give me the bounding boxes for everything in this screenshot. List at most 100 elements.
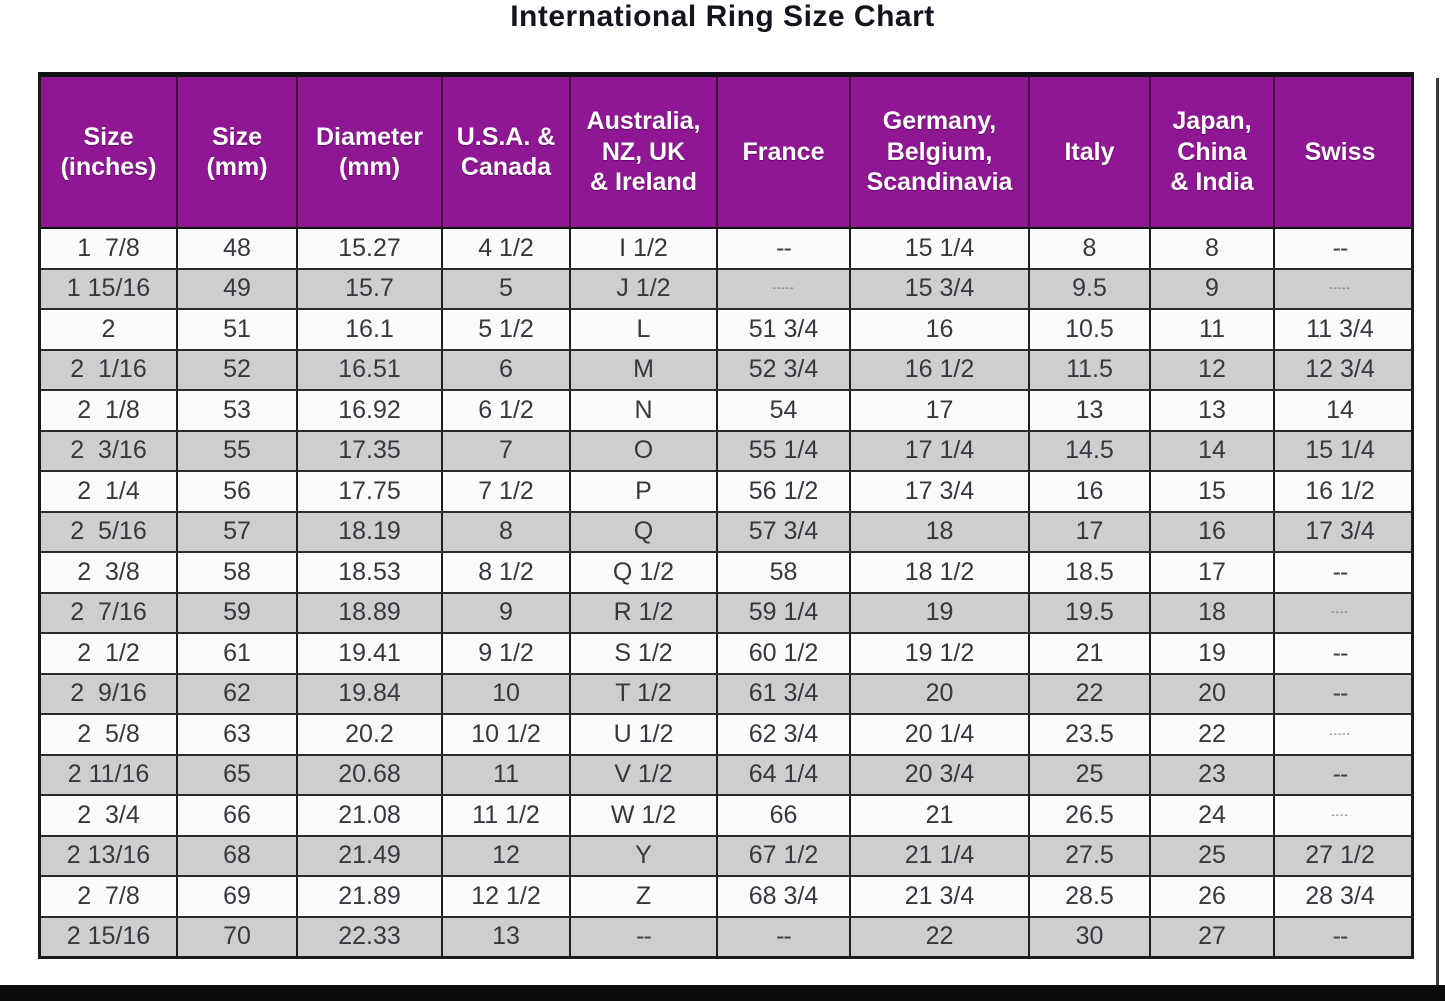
table-row: 2 3/4 66 21.08 11 1/2 W 1/2 66 21 26.5 24 ---- <box>41 796 1411 837</box>
table-cell: 51 <box>178 310 298 349</box>
table-cell: 15.27 <box>298 229 443 268</box>
column-header: Size (mm) <box>178 77 298 227</box>
table-cell: Q <box>571 512 718 551</box>
table-cell: 67 1/2 <box>718 836 851 875</box>
table-cell: 57 3/4 <box>718 512 851 551</box>
table-cell: 52 <box>178 350 298 389</box>
table-cell: 25 <box>1030 755 1151 794</box>
column-header: Germany, Belgium, Scandinavia <box>851 77 1030 227</box>
table-cell: 21.89 <box>298 877 443 916</box>
table-cell: 18.5 <box>1030 553 1151 592</box>
table-cell: 15 3/4 <box>851 269 1030 308</box>
table-cell: 14 <box>1326 395 1354 424</box>
table-row: 2 5/8 63 20.2 10 1/2 U 1/2 62 3/4 20 1/4 23.5 22… <box>41 715 1411 756</box>
table-cell: 12 3/4 <box>1305 355 1375 384</box>
table-cell: 62 3/4 <box>718 715 851 754</box>
table-cell: T 1/2 <box>571 674 718 713</box>
table-cell: 13 <box>443 917 571 956</box>
table-cell: 20 <box>851 674 1030 713</box>
table-row: 1 15/16 49 15.7 5 J 1/2 ----- 15 3/4 9.5 9 ----- <box>41 269 1411 310</box>
table-cell: 8 1/2 <box>443 553 571 592</box>
column-header: Diameter (mm) <box>298 77 443 227</box>
table-cell: -- <box>1332 679 1349 708</box>
table-cell: 17.75 <box>298 472 443 511</box>
column-header: Size (inches) <box>41 77 178 227</box>
table-cell: I 1/2 <box>571 229 718 268</box>
table-cell: ---- <box>1331 809 1349 821</box>
table-cell: L <box>571 310 718 349</box>
ring-size-table: Size (inches) Size (mm) Diameter (mm) U.S.A… <box>38 72 1414 959</box>
table-cell: 23 <box>1151 755 1275 794</box>
table-cell: 17 1/4 <box>851 431 1030 470</box>
table-cell: 4 1/2 <box>443 229 571 268</box>
table-row: 2 7/8 69 21.89 12 1/2 Z 68 3/4 21 3/4 28.5 26 28 … <box>41 877 1411 918</box>
page-title: International Ring Size Chart <box>510 0 935 33</box>
table-cell: 11 <box>443 755 571 794</box>
table-cell: N <box>571 391 718 430</box>
table-cell: 22.33 <box>298 917 443 956</box>
table-cell: O <box>571 431 718 470</box>
table-row: 2 1/8 53 16.92 6 1/2 N 54 17 13 13 14 <box>41 391 1411 432</box>
table-cell: 16 <box>851 310 1030 349</box>
bottom-bar <box>0 985 1445 1001</box>
table-cell: 7 1/2 <box>443 472 571 511</box>
table-cell: 70 <box>178 917 298 956</box>
table-cell: 27.5 <box>1030 836 1151 875</box>
table-cell: 68 3/4 <box>718 877 851 916</box>
table-row: 2 13/16 68 21.49 12 Y 67 1/2 21 1/4 27.5 25 27 1/… <box>41 836 1411 877</box>
table-cell: 13 <box>1151 391 1275 430</box>
table-cell: 23.5 <box>1030 715 1151 754</box>
table-cell: 5 1/2 <box>443 310 571 349</box>
table-cell: 21.08 <box>298 796 443 835</box>
table-cell: S 1/2 <box>571 634 718 673</box>
table-cell: 2 1/16 <box>41 350 178 389</box>
table-row: 2 11/16 65 20.68 11 V 1/2 64 1/4 20 3/4 25 23 -- <box>41 755 1411 796</box>
table-cell: 19 <box>1151 634 1275 673</box>
table-cell: 10 1/2 <box>443 715 571 754</box>
table-cell: 11 <box>1151 310 1275 349</box>
table-cell: R 1/2 <box>571 593 718 632</box>
table-row: 2 15/16 70 22.33 13 -- -- 22 30 27 -- <box>41 917 1411 956</box>
table-cell: 2 9/16 <box>41 674 178 713</box>
table-cell: 49 <box>178 269 298 308</box>
column-header: Italy <box>1030 77 1151 227</box>
table-cell: -- <box>1332 233 1349 262</box>
table-cell: 1 7/8 <box>41 229 178 268</box>
table-cell: Q 1/2 <box>571 553 718 592</box>
column-header: Swiss <box>1304 137 1376 166</box>
table-cell: J 1/2 <box>571 269 718 308</box>
table-cell: 53 <box>178 391 298 430</box>
table-cell: 21 <box>851 796 1030 835</box>
column-header: Japan, China & India <box>1151 77 1275 227</box>
table-cell: 20 <box>1151 674 1275 713</box>
table-cell: -- <box>718 229 851 268</box>
table-cell: 16 <box>1030 472 1151 511</box>
table-cell: 16.1 <box>298 310 443 349</box>
table-cell: 15 1/4 <box>1305 436 1375 465</box>
table-cell: 17.35 <box>298 431 443 470</box>
table-cell: 21 3/4 <box>851 877 1030 916</box>
table-cell: 6 <box>443 350 571 389</box>
table-cell: 11 3/4 <box>1306 314 1374 343</box>
table-cell: 22 <box>1030 674 1151 713</box>
table-cell: 58 <box>718 553 851 592</box>
table-cell: 9 1/2 <box>443 634 571 673</box>
table-cell: 8 <box>443 512 571 551</box>
table-cell: 8 <box>1030 229 1151 268</box>
table-row: 2 1/2 61 19.41 9 1/2 S 1/2 60 1/2 19 1/2 21 19 -- <box>41 634 1411 675</box>
table-cell: 2 11/16 <box>41 755 178 794</box>
table-row: 2 1/4 56 17.75 7 1/2 P 56 1/2 17 3/4 16 15 16 1/2 <box>41 472 1411 513</box>
table-cell: 13 <box>1030 391 1151 430</box>
table-row: 2 3/16 55 17.35 7 O 55 1/4 17 1/4 14.5 14 15 1/4 <box>41 431 1411 472</box>
table-cell: W 1/2 <box>571 796 718 835</box>
table-cell: 2 3/8 <box>41 553 178 592</box>
table-cell: 20.2 <box>298 715 443 754</box>
table-cell: 57 <box>178 512 298 551</box>
table-cell: 2 1/8 <box>41 391 178 430</box>
table-cell: 8 <box>1151 229 1275 268</box>
table-cell: 51 3/4 <box>718 310 851 349</box>
table-cell: 12 <box>1151 350 1275 389</box>
table-cell: -- <box>1332 760 1349 789</box>
table-cell: 9 <box>443 593 571 632</box>
table-cell: 26 <box>1151 877 1275 916</box>
